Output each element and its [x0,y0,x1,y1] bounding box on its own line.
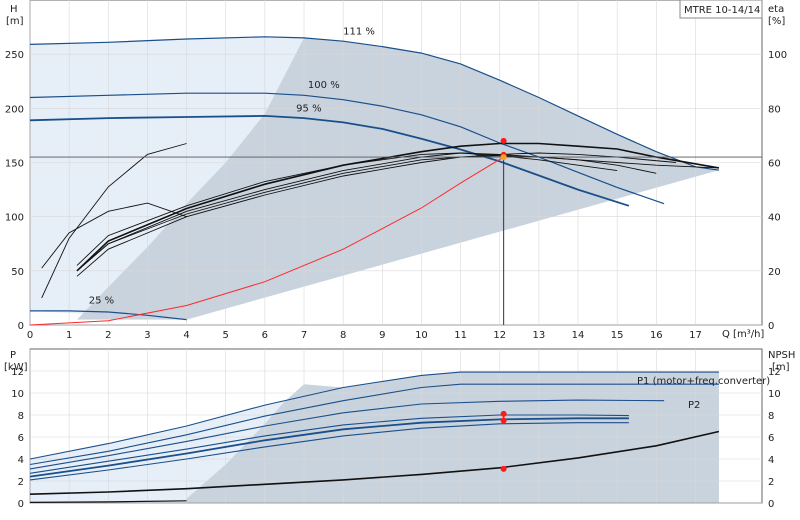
flow-axis-label: Q [m³/h] [722,329,764,340]
eta-axis-unit: [%] [768,16,785,27]
flow-tick-label: 6 [262,330,268,341]
eta-tick-label: 100 [768,50,787,61]
npsh-curve [29,430,720,495]
head-tick-label: 100 [5,213,24,224]
flow-tick-label: 14 [572,330,585,341]
power-marker [500,465,507,472]
duty-point-marker [500,154,507,161]
curve-label-111: 111 % [343,27,375,38]
npsh-tick-label: 10 [768,389,781,400]
npsh-tick-label: 12 [768,367,781,378]
power-tick-label: 12 [11,367,24,378]
efficiency-curves [41,142,720,299]
power-axis-label: P [10,350,16,361]
flow-tick-label: 1 [66,330,72,341]
efficiency-curve [76,152,676,277]
efficiency-curve [76,152,719,272]
npsh-tick-label: 2 [768,477,774,488]
npsh-tick-label: 6 [768,433,774,444]
power-axis-ticks: 0 2 4 6 8 10 12 0 2 4 6 8 10 12 [11,367,780,510]
head-curve [30,310,187,321]
curve-label-25: 25 % [89,295,114,306]
eta-tick-label: 80 [768,104,781,115]
head-tick-label: 150 [5,159,24,170]
npsh-tick-label: 0 [768,499,774,510]
head-axis-ticks: 0 1 2 3 4 5 6 7 8 9 10 11 12 13 14 15 16 1705010015020025… [5,50,787,341]
head-grid [29,0,763,326]
head-tick-label: 50 [11,267,24,278]
npsh-axis-unit: [m] [772,362,790,373]
eta-axis-label: eta [768,4,784,15]
power-curve [29,414,629,474]
power-axis-unit: [kW] [4,362,28,373]
flow-tick-label: 4 [183,330,189,341]
system-curve-line [29,156,504,326]
power-markers [500,410,507,472]
npsh-tick-label: 4 [768,455,774,466]
head-curve [29,36,719,171]
flow-tick-label: 8 [340,330,346,341]
efficiency-curve [76,152,618,266]
power-tick-label: 2 [18,477,24,488]
flow-tick-label: 10 [415,330,428,341]
flow-tick-label: 2 [105,330,111,341]
power-curve [29,371,719,460]
flow-tick-label: 15 [611,330,624,341]
power-tick-label: 8 [18,411,24,422]
flow-tick-label: 17 [689,330,702,341]
power-curve [29,422,629,481]
flow-tick-label: 5 [223,330,229,341]
head-tick-label: 200 [5,104,24,115]
power-curve [29,417,629,478]
eta-tick-label: 0 [768,321,774,332]
chart-title: MTRE 10-14/14 [684,5,760,16]
power-tick-label: 10 [11,389,24,400]
head-curves [29,36,719,321]
power-curve [29,383,719,466]
npsh-axis-label: NPSH [768,350,795,361]
head-curve [29,92,665,205]
head-chart: 0 1 2 3 4 5 6 7 8 9 10 11 12 13 14 15 16 1705010015020025… [5,0,787,341]
power-tick-label: 6 [18,433,24,444]
power-chart: 0 2 4 6 8 10 12 0 2 4 6 8 10 12 P1 (motor+freq.conver… [11,348,781,510]
head-curve [29,114,630,207]
flow-tick-label: 3 [144,330,150,341]
p2-curve-label: P2 [688,400,700,411]
power-tick-label: 0 [18,499,24,510]
head-tick-label: 0 [18,321,24,332]
curve-label-100: 100 % [308,80,340,91]
duty-markers [30,137,762,325]
eta-tick-label: 40 [768,213,781,224]
flow-tick-label: 13 [533,330,546,341]
head-axis-unit: [m] [6,16,24,27]
p1-curve-label: P1 (motor+freq.converter) [637,376,770,387]
npsh-tick-label: 8 [768,411,774,422]
power-tick-label: 4 [18,455,24,466]
flow-tick-label: 12 [493,330,506,341]
system-curve [29,156,504,326]
flow-tick-label: 16 [650,330,663,341]
power-marker [500,417,507,424]
head-curve-labels: 111 % 100 % 95 % 25 % [89,27,375,307]
efficiency-curve [76,142,720,272]
power-curve [29,399,665,470]
power-curve-labels: P1 (motor+freq.converter) P2 [637,376,770,411]
eta-tick-label: 60 [768,159,781,170]
efficiency-curve [41,143,187,299]
power-marker [500,410,507,417]
title-box [679,0,763,19]
npsh-low-curve [29,500,187,503]
power-curves [29,371,720,503]
efficiency-curve [41,202,187,269]
head-axis-label: H [10,4,18,15]
flow-tick-label: 0 [27,330,33,341]
head-tick-label: 250 [5,50,24,61]
flow-tick-label: 11 [454,330,467,341]
flow-tick-label: 9 [379,330,385,341]
flow-tick-label: 7 [301,330,307,341]
curve-label-95: 95 % [296,104,321,115]
duty-marker [500,137,507,144]
eta-tick-label: 20 [768,267,781,278]
